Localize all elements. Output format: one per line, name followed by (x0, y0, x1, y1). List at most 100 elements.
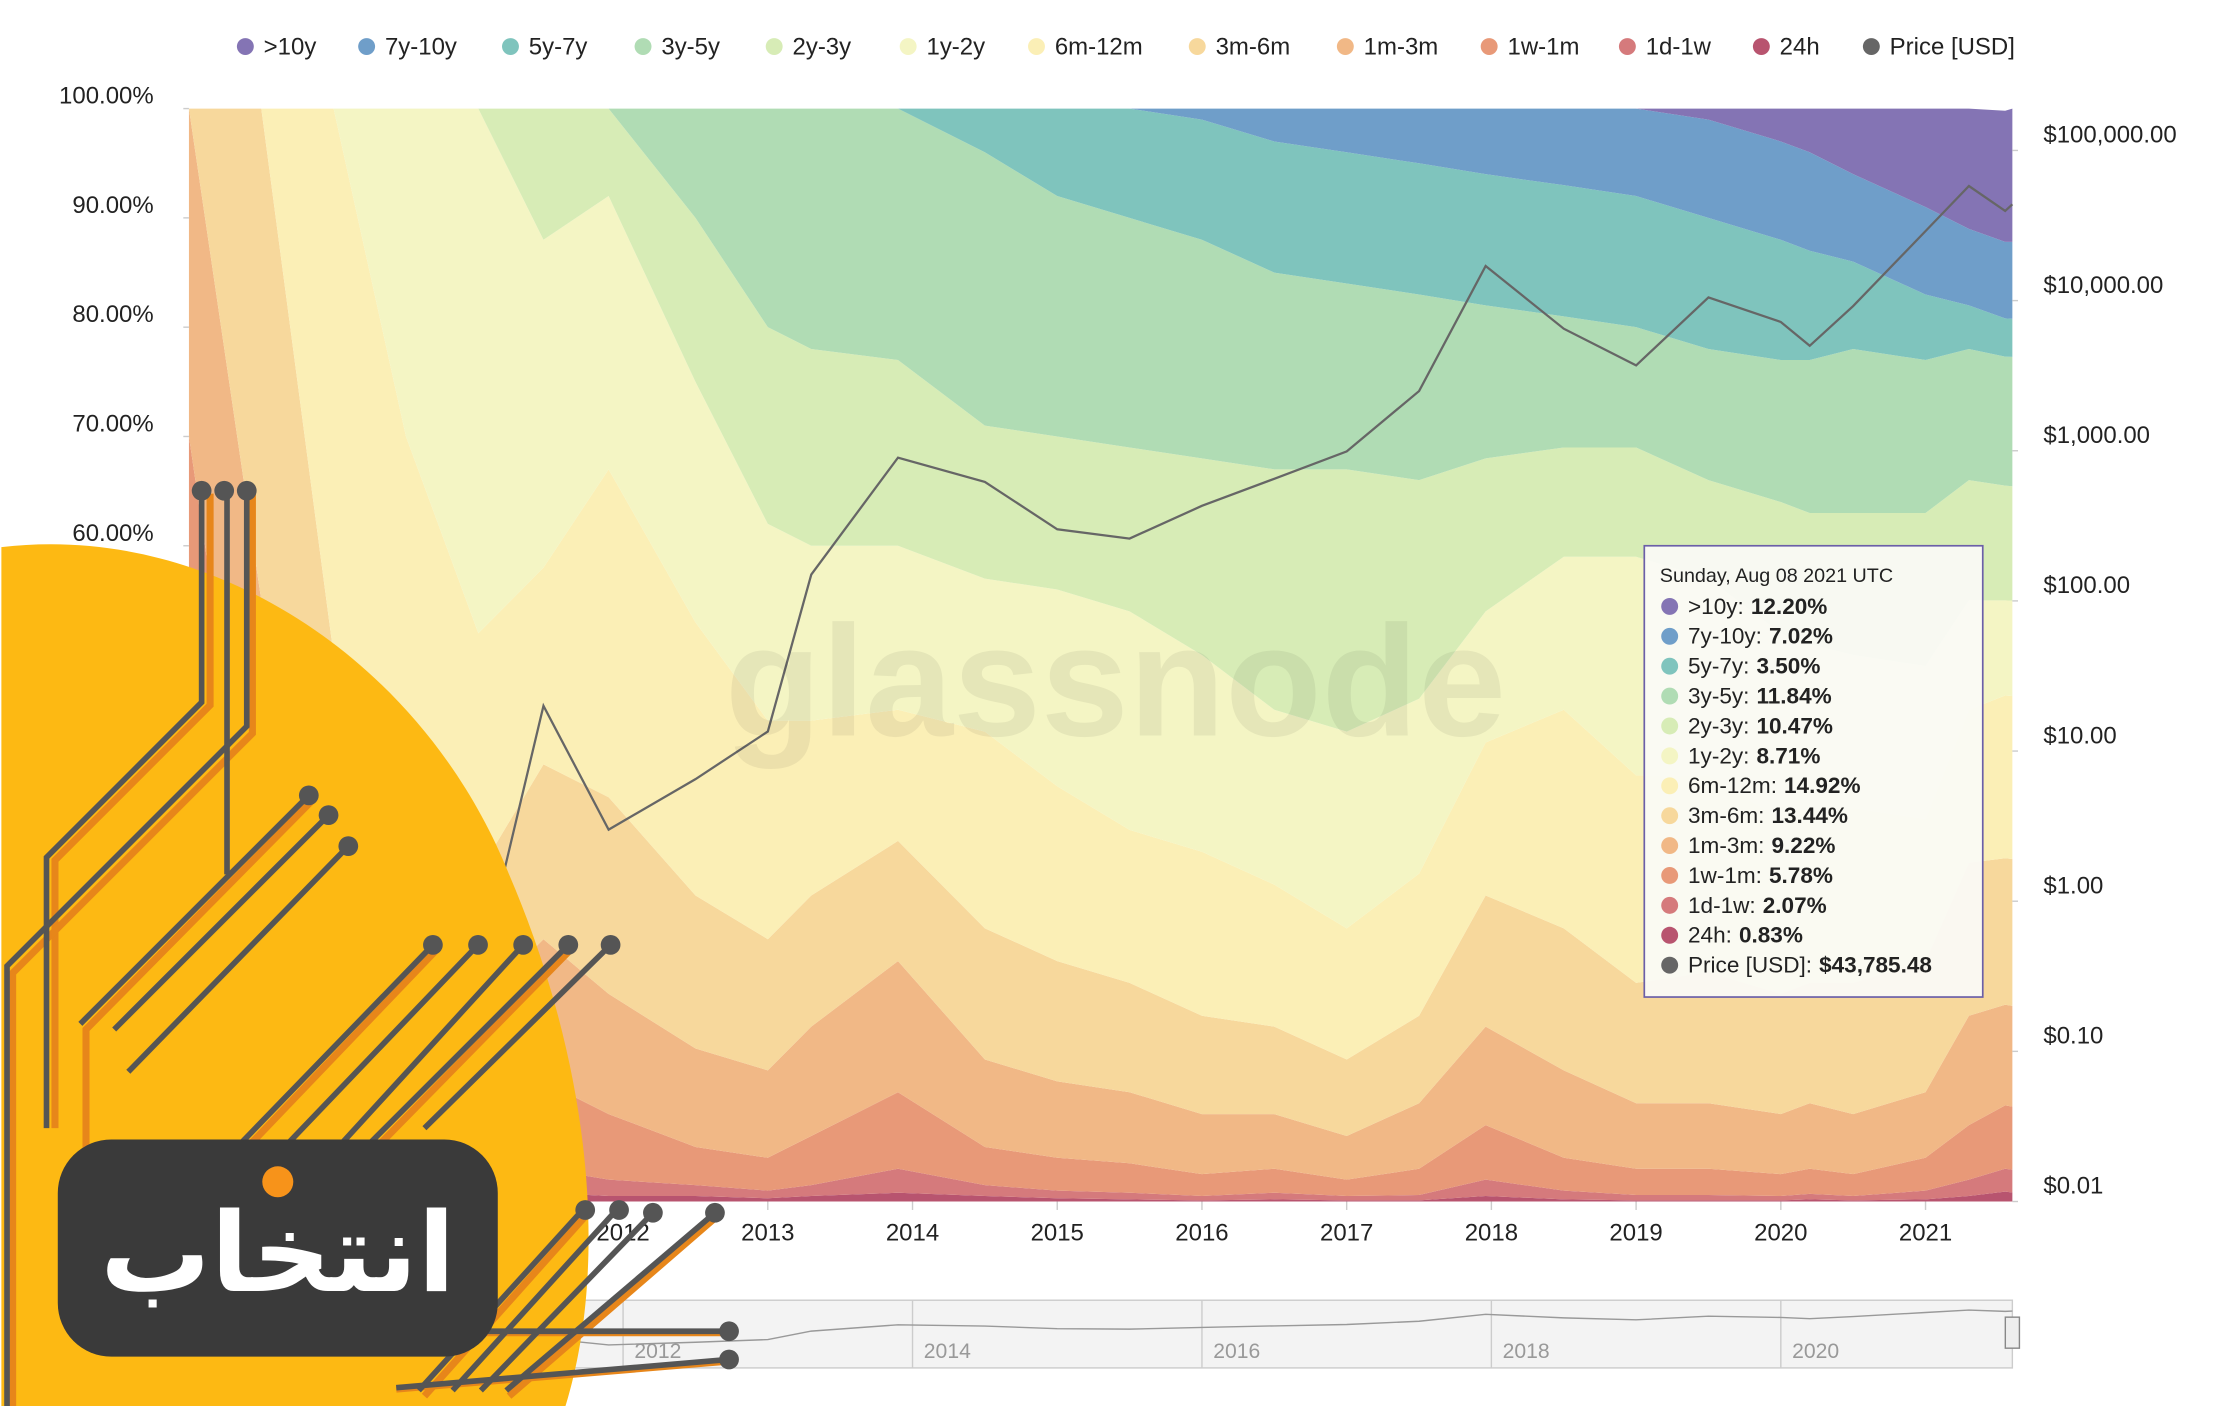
tooltip-row: 24h: 0.83% (1688, 923, 1803, 948)
legend-label[interactable]: 3m-6m (1216, 33, 1291, 60)
navigator-label: 2014 (924, 1340, 971, 1363)
area-band (188, 108, 2013, 1060)
tooltip-row-value: 7.02% (1769, 624, 1833, 649)
x-tick-label: 2015 (1031, 1219, 1084, 1246)
legend-swatch[interactable] (634, 38, 652, 55)
tooltip-row-name: 24h: (1688, 923, 1732, 948)
y2-tick-label: $1,000.00 (2043, 422, 2150, 449)
legend-swatch[interactable] (502, 38, 519, 55)
tooltip-row: 3m-6m: 13.44% (1688, 803, 1848, 828)
tooltip-row-name: 1w-1m: (1688, 863, 1762, 888)
x-tick-label: 2013 (741, 1219, 794, 1246)
tooltip-swatch (1661, 926, 1679, 944)
legend-label[interactable]: 1y-2y (926, 33, 985, 60)
tooltip-row: 1w-1m: 5.78% (1688, 863, 1833, 888)
navigator-line (405, 1309, 2013, 1359)
legend-swatch[interactable] (1028, 38, 1045, 55)
tooltip-swatch (1661, 807, 1679, 825)
y2-tick-label: $10.00 (2043, 722, 2116, 749)
legend-swatch[interactable] (1480, 38, 1498, 55)
legend[interactable]: >10y 7y-10y 5y-7y 3y-5y 2y-3y 1y-2y 6m-12m 3m-6… (236, 33, 2015, 60)
area-band (188, 108, 2013, 514)
tooltip-row-name: 3m-6m: (1688, 803, 1764, 828)
legend-label[interactable]: 1m-3m (1364, 33, 1439, 60)
tooltip-row-name: 6m-12m: (1688, 773, 1777, 798)
tooltip-row-name: 3y-5y: (1688, 683, 1749, 708)
tooltip-swatch (1661, 837, 1679, 855)
legend-label[interactable]: 24h (1780, 33, 1820, 60)
legend-label[interactable]: 1w-1m (1508, 33, 1580, 60)
legend-label[interactable]: 1d-1w (1646, 33, 1712, 60)
tooltip-row-value: $43,785.48 (1819, 953, 1932, 978)
y-tick-label: 60.00% (72, 520, 153, 547)
legend-label[interactable]: 2y-3y (793, 33, 852, 60)
area-band (188, 108, 2013, 1136)
y2-tick-label: $100.00 (2043, 572, 2130, 599)
legend-label[interactable]: 6m-12m (1055, 33, 1143, 60)
logo-coin (262, 1166, 294, 1198)
legend-swatch[interactable] (358, 38, 376, 55)
legend-swatch[interactable] (236, 38, 254, 55)
circuit-dots (191, 480, 739, 1370)
navigator-label: 2012 (634, 1340, 681, 1363)
tooltip-swatch (1661, 717, 1679, 735)
tooltip-row: 6m-12m: 14.92% (1688, 773, 1861, 798)
tooltip-row: 3y-5y: 11.84% (1688, 683, 1832, 708)
tooltip-row: 1y-2y: 8.71% (1688, 743, 1820, 768)
legend-swatch[interactable] (1618, 38, 1636, 55)
y2-tick-label: $10,000.00 (2043, 272, 2163, 299)
tooltip-row: >10y: 12.20% (1688, 594, 1827, 619)
tooltip-row-value: 11.84% (1756, 683, 1831, 708)
tooltip-row-value: 13.44% (1771, 803, 1847, 828)
watermark: glassnode (725, 594, 1506, 770)
legend-swatch[interactable] (765, 38, 783, 55)
y-tick-label: 70.00% (72, 411, 153, 438)
navigator-label: 2020 (1792, 1340, 1839, 1363)
tooltip-row-value: 10.47% (1756, 713, 1832, 738)
tooltip-row: 1d-1w: 2.07% (1688, 893, 1827, 918)
legend-swatch[interactable] (1188, 38, 1206, 55)
y2-tick-label: $1.00 (2043, 872, 2103, 899)
x-tick-label: 2014 (886, 1219, 939, 1246)
tooltip-row-name: 7y-10y: (1688, 624, 1762, 649)
legend-label[interactable]: Price [USD] (1890, 33, 2015, 60)
legend-swatch[interactable] (1752, 38, 1770, 55)
x-tick-label: 2016 (1175, 1219, 1228, 1246)
navigator-label: 2018 (1503, 1340, 1550, 1363)
logo-box (57, 1139, 498, 1357)
tooltip-swatch (1661, 657, 1679, 675)
area-band (188, 108, 2013, 361)
x-tick-label: 2017 (1320, 1219, 1373, 1246)
tooltip-row-value: 14.92% (1784, 773, 1860, 798)
navigator-label: 2016 (1213, 1340, 1260, 1363)
legend-swatch[interactable] (1862, 38, 1880, 55)
tooltip-row-value: 2.07% (1763, 893, 1827, 918)
tooltip-row-value: 9.22% (1771, 833, 1835, 858)
y-tick-label: 100.00% (59, 83, 154, 110)
y2-tick-label: $0.01 (2043, 1173, 2103, 1200)
tooltip-row: 5y-7y: 3.50% (1688, 654, 1820, 679)
tooltip-swatch (1661, 597, 1679, 615)
legend-label[interactable]: 3y-5y (661, 33, 720, 60)
area-band (188, 108, 2013, 242)
tooltip-row-name: 1y-2y: (1688, 743, 1749, 768)
tooltip-row-value: 0.83% (1739, 923, 1803, 948)
x-tick-label: 2018 (1465, 1219, 1518, 1246)
logo-overlay: انتخاب (1, 480, 739, 1406)
tooltip-swatch (1661, 687, 1679, 705)
legend-swatch[interactable] (899, 38, 917, 55)
x-tick-label: 2020 (1754, 1219, 1807, 1246)
tooltip-row: 7y-10y: 7.02% (1688, 624, 1833, 649)
tooltip-row-name: Price [USD]: (1688, 953, 1812, 978)
legend-label[interactable]: 7y-10y (385, 33, 457, 60)
navigator-handle[interactable] (2004, 1316, 2021, 1349)
tooltip-row-name: 1m-3m: (1688, 833, 1764, 858)
legend-label[interactable]: >10y (264, 33, 317, 60)
y2-tick-label: $0.10 (2043, 1023, 2103, 1050)
tooltip-row-value: 12.20% (1751, 594, 1827, 619)
legend-label[interactable]: 5y-7y (529, 33, 588, 60)
area-band (188, 108, 2013, 319)
legend-swatch[interactable] (1336, 38, 1354, 55)
area-band (188, 108, 2013, 929)
